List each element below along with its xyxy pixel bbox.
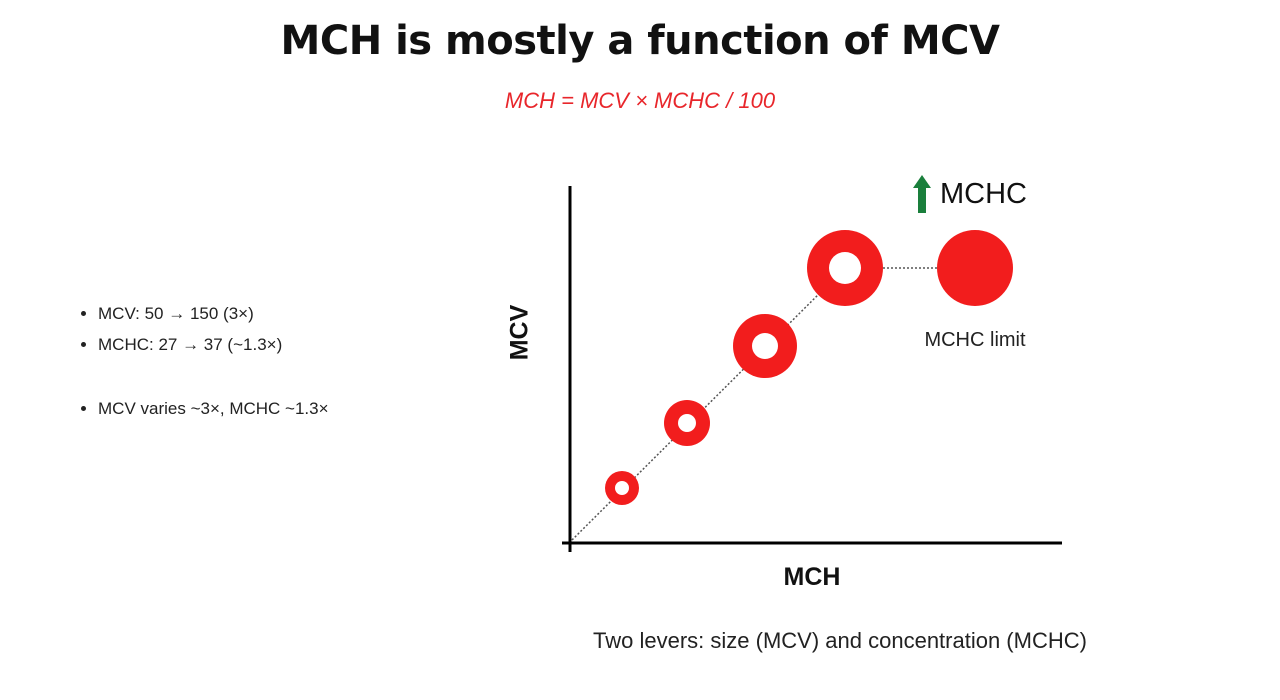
bullet-summary: MCV varies ~3×, MCHC ~1.3× xyxy=(98,393,329,424)
arrow-up-icon xyxy=(913,175,931,213)
cell-center xyxy=(829,252,861,284)
cell-center xyxy=(752,333,778,359)
mchc-label: MCHC xyxy=(940,178,1027,210)
bullet-mchc-range: MCHC: 27 → 37 (~1.3×) xyxy=(98,329,282,360)
caption: Two levers: size (MCV) and concentration… xyxy=(593,628,1087,653)
solid-cell xyxy=(937,230,1013,306)
bullet-mcv-range: MCV: 50 → 150 (3×) xyxy=(98,298,282,329)
formula: MCH = MCV × MCHC / 100 xyxy=(504,88,776,113)
mchc-limit-label: MCHC limit xyxy=(924,329,1026,351)
y-axis-label: MCV xyxy=(505,304,534,361)
page-title: MCH is mostly a function of MCV xyxy=(280,18,1000,64)
cell-center xyxy=(615,481,629,495)
bullet-list: MCV: 50 → 150 (3×) MCHC: 27 → 37 (~1.3×) xyxy=(78,298,282,360)
bullet-list-summary: MCV varies ~3×, MCHC ~1.3× xyxy=(78,393,329,424)
x-axis-label: MCH xyxy=(783,563,841,591)
cell-center xyxy=(678,414,696,432)
